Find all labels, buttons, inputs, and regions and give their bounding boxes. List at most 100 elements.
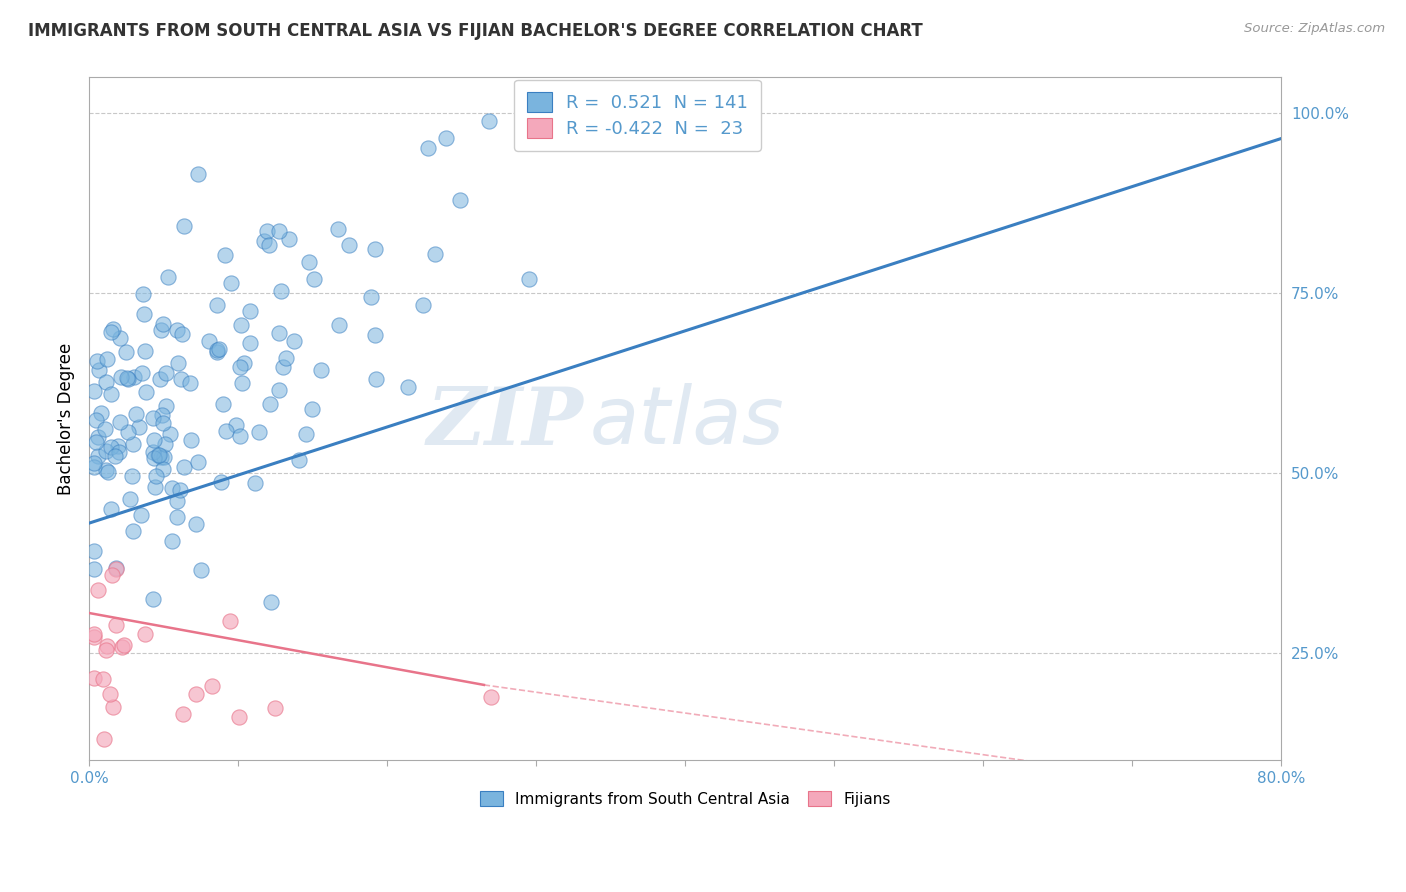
Point — [260, 595, 283, 609]
Point — [228, 429, 250, 443]
Point — [159, 427, 181, 442]
Point — [111, 640, 134, 654]
Point — [131, 367, 153, 381]
Point — [87, 450, 110, 464]
Point — [86, 430, 108, 444]
Point — [295, 426, 318, 441]
Point — [243, 475, 266, 490]
Point — [132, 286, 155, 301]
Point — [94, 642, 117, 657]
Point — [328, 318, 350, 333]
Point — [212, 397, 235, 411]
Point — [184, 687, 207, 701]
Point — [101, 567, 124, 582]
Point — [108, 445, 131, 459]
Point — [135, 385, 157, 400]
Point — [267, 383, 290, 397]
Point — [104, 450, 127, 464]
Point — [125, 407, 148, 421]
Point — [229, 318, 252, 332]
Point — [166, 323, 188, 337]
Point — [225, 417, 247, 432]
Point — [274, 351, 297, 365]
Point — [83, 671, 105, 685]
Point — [187, 455, 209, 469]
Point — [83, 456, 105, 470]
Point — [233, 356, 256, 370]
Point — [166, 356, 188, 370]
Point — [149, 323, 172, 337]
Point — [249, 425, 271, 439]
Point — [360, 290, 382, 304]
Point — [288, 452, 311, 467]
Point — [87, 363, 110, 377]
Point — [143, 451, 166, 466]
Point — [396, 379, 419, 393]
Text: IMMIGRANTS FROM SOUTH CENTRAL ASIA VS FIJIAN BACHELOR'S DEGREE CORRELATION CHART: IMMIGRANTS FROM SOUTH CENTRAL ASIA VS FI… — [28, 22, 922, 40]
Point — [105, 618, 128, 632]
Text: Source: ZipAtlas.com: Source: ZipAtlas.com — [1244, 22, 1385, 36]
Point — [94, 463, 117, 477]
Point — [170, 327, 193, 342]
Point — [107, 439, 129, 453]
Point — [134, 307, 156, 321]
Point — [190, 563, 212, 577]
Point — [269, 224, 291, 238]
Point — [152, 462, 174, 476]
Point — [533, 113, 555, 128]
Point — [239, 303, 262, 318]
Point — [142, 444, 165, 458]
Point — [173, 460, 195, 475]
Point — [129, 508, 152, 522]
Point — [146, 448, 169, 462]
Point — [83, 544, 105, 558]
Point — [117, 372, 139, 386]
Point — [259, 397, 281, 411]
Point — [83, 460, 105, 475]
Point — [83, 630, 105, 644]
Point — [83, 562, 105, 576]
Point — [184, 517, 207, 532]
Point — [142, 592, 165, 607]
Point — [94, 421, 117, 435]
Point — [207, 343, 229, 357]
Point — [149, 371, 172, 385]
Point — [145, 469, 167, 483]
Point — [143, 480, 166, 494]
Point — [94, 443, 117, 458]
Point — [479, 690, 502, 704]
Point — [267, 326, 290, 340]
Point — [96, 639, 118, 653]
Point — [83, 384, 105, 398]
Point — [252, 234, 274, 248]
Point — [96, 352, 118, 367]
Point — [231, 376, 253, 390]
Point — [412, 298, 434, 312]
Point — [423, 247, 446, 261]
Point — [122, 370, 145, 384]
Point — [215, 424, 238, 438]
Point — [90, 406, 112, 420]
Point — [228, 710, 250, 724]
Point — [166, 494, 188, 508]
Point — [110, 370, 132, 384]
Point — [205, 298, 228, 312]
Point — [201, 680, 224, 694]
Point — [112, 638, 135, 652]
Point — [173, 219, 195, 234]
Point — [160, 481, 183, 495]
Point — [478, 113, 501, 128]
Point — [110, 331, 132, 345]
Point — [100, 687, 122, 701]
Legend: Immigrants from South Central Asia, Fijians: Immigrants from South Central Asia, Fiji… — [472, 783, 898, 814]
Point — [326, 222, 349, 236]
Point — [128, 420, 150, 434]
Point — [121, 469, 143, 483]
Point — [105, 561, 128, 575]
Point — [257, 237, 280, 252]
Point — [100, 387, 122, 401]
Point — [105, 562, 128, 576]
Point — [87, 582, 110, 597]
Point — [301, 402, 323, 417]
Point — [115, 344, 138, 359]
